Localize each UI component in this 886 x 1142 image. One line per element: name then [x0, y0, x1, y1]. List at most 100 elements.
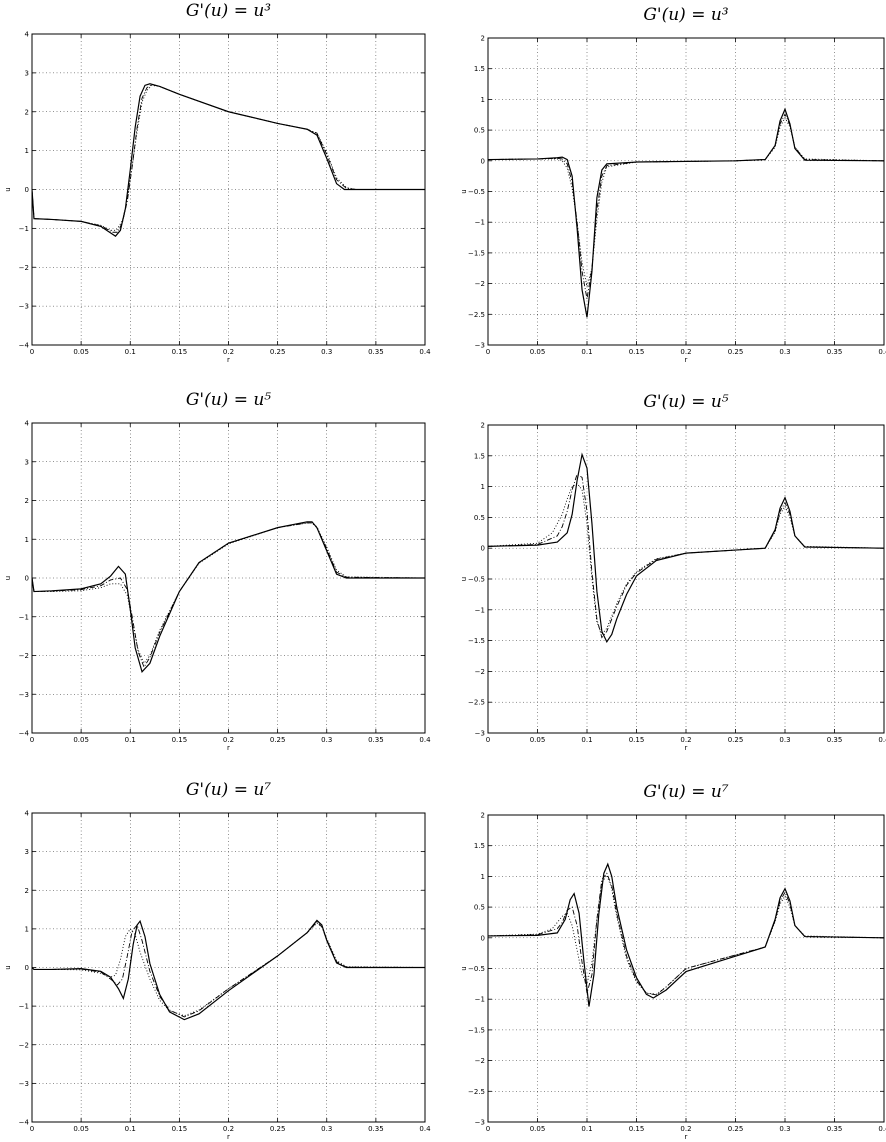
x-tick-label: 0.05: [530, 736, 546, 744]
x-tick-label: 0.2: [223, 736, 234, 744]
x-tick-label: 0: [30, 1125, 34, 1133]
x-tick-label: 0.3: [321, 348, 332, 356]
y-tick-label: −1.5: [468, 637, 485, 645]
y-tick-label: 1: [25, 536, 29, 544]
x-tick-label: 0.3: [779, 348, 790, 356]
axes-frame: [31, 812, 426, 1123]
y-tick-label: 1.5: [474, 842, 485, 850]
chart-panel-3: 0 0.05 0.1 0.15 0.2 0.25 0.3 0.35 0.4 −4 −3 −2 −1 0 1 2…: [4, 390, 431, 752]
y-tick-label: 2: [481, 812, 485, 820]
x-tick-label: 0.2: [680, 348, 691, 356]
x-tick-label: 0.2: [680, 736, 691, 744]
x-tick-label: 0.4: [419, 348, 431, 356]
y-tick-label: 1: [25, 147, 29, 155]
series-line-solid: [488, 452, 884, 644]
y-tick-label: 0: [25, 575, 29, 583]
x-tick-label: 0.05: [73, 348, 89, 356]
y-tick-label: −1: [19, 225, 29, 233]
x-tick-label: 0.05: [73, 1125, 89, 1133]
y-tick-label: −3: [475, 1119, 485, 1127]
y-tick-label: 0: [481, 934, 485, 942]
y-tick-label: −2: [19, 1041, 29, 1049]
y-tick-label: −1: [475, 219, 485, 227]
y-tick-label: 2: [25, 497, 29, 505]
chart-title: G'(u) = u⁵: [186, 390, 271, 410]
y-axis-label: u: [4, 187, 12, 191]
chart-title: G'(u) = u⁷: [186, 780, 271, 800]
x-tick-label: 0.2: [223, 1125, 234, 1133]
y-tick-label: −4: [19, 342, 30, 350]
x-tick-label: 0.25: [270, 348, 286, 356]
series-line-dash-dot: [32, 522, 425, 669]
y-tick-label: 3: [25, 848, 29, 856]
y-tick-label: −2.5: [468, 311, 485, 319]
x-tick-label: 0.4: [878, 736, 886, 744]
chart-panel-6: 0 0.05 0.1 0.15 0.2 0.25 0.3 0.35 0.4 −3 −2.5 −2 −1.…: [460, 782, 886, 1141]
series-line-dash-dot: [488, 113, 884, 300]
x-tick-label: 0.1: [581, 348, 592, 356]
x-tick-label: 0.15: [172, 1125, 188, 1133]
x-tick-label: 0.4: [878, 348, 886, 356]
x-tick-label: 0.3: [321, 736, 332, 744]
y-axis-label: u: [460, 189, 468, 193]
y-tick-label: −1: [475, 996, 485, 1004]
y-tick-label: 2: [25, 108, 29, 116]
series-line-solid: [488, 107, 884, 318]
y-tick-label: −2.5: [468, 699, 485, 707]
x-tick-label: 0.35: [827, 348, 843, 356]
x-tick-label: 0.1: [125, 348, 136, 356]
y-axis-label: u: [460, 577, 468, 581]
y-tick-label: 1: [481, 483, 485, 491]
x-tick-label: 0.05: [73, 736, 89, 744]
y-tick-label: 1: [25, 925, 29, 933]
y-tick-label: −1.5: [468, 1026, 485, 1034]
x-tick-label: 0: [486, 736, 490, 744]
x-tick-label: 0: [486, 348, 490, 356]
series-line-dotted: [32, 84, 425, 231]
series-line-solid: [32, 919, 425, 1021]
y-tick-label: −0.5: [468, 965, 485, 973]
x-tick-label: 0.3: [779, 736, 790, 744]
y-axis-label: u: [4, 965, 12, 969]
series-line-solid: [32, 83, 425, 237]
chart-panel-1: 0 0.05 0.1 0.15 0.2 0.25 0.3 0.35 0.4 −4 −3 −2 −1 0 1 2…: [4, 1, 431, 364]
x-tick-label: 0.3: [321, 1125, 332, 1133]
y-tick-label: 0: [25, 186, 29, 194]
x-tick-label: 0.15: [172, 348, 188, 356]
y-axis-label: u: [4, 576, 12, 580]
x-tick-label: 0.4: [419, 736, 431, 744]
x-tick-label: 0.35: [827, 736, 843, 744]
series-line-dotted: [488, 874, 884, 995]
y-tick-label: −1: [475, 606, 485, 614]
axes-frame: [31, 422, 426, 734]
y-tick-label: 2: [25, 887, 29, 895]
y-tick-label: 2: [481, 422, 485, 430]
y-tick-label: −3: [475, 342, 485, 350]
y-tick-label: 0.5: [474, 514, 485, 522]
x-tick-label: 0.4: [419, 1125, 431, 1133]
y-tick-label: 2: [481, 35, 485, 43]
y-tick-label: 0.5: [474, 904, 485, 912]
x-tick-label: 0.35: [368, 348, 384, 356]
y-tick-label: −2.5: [468, 1088, 485, 1096]
x-tick-label: 0: [486, 1125, 490, 1133]
x-tick-label: 0.4: [878, 1125, 886, 1133]
x-axis-label: r: [227, 744, 230, 752]
y-tick-label: 0: [25, 964, 29, 972]
y-tick-label: 4: [25, 31, 30, 39]
x-tick-label: 0.05: [530, 1125, 546, 1133]
y-tick-label: −1: [19, 1003, 29, 1011]
y-tick-label: 1: [481, 96, 485, 104]
y-tick-label: −4: [19, 730, 30, 738]
series-line-dotted: [488, 482, 884, 636]
y-tick-label: −4: [19, 1119, 30, 1127]
x-axis-label: r: [227, 356, 230, 364]
series-line-dotted: [488, 116, 884, 287]
x-tick-label: 0.15: [172, 736, 188, 744]
y-tick-label: 1.5: [474, 65, 485, 73]
series-line-dash-dot: [32, 84, 425, 233]
y-tick-label: −1: [19, 613, 29, 621]
y-tick-label: 4: [25, 810, 30, 818]
x-tick-label: 0.35: [368, 1125, 384, 1133]
